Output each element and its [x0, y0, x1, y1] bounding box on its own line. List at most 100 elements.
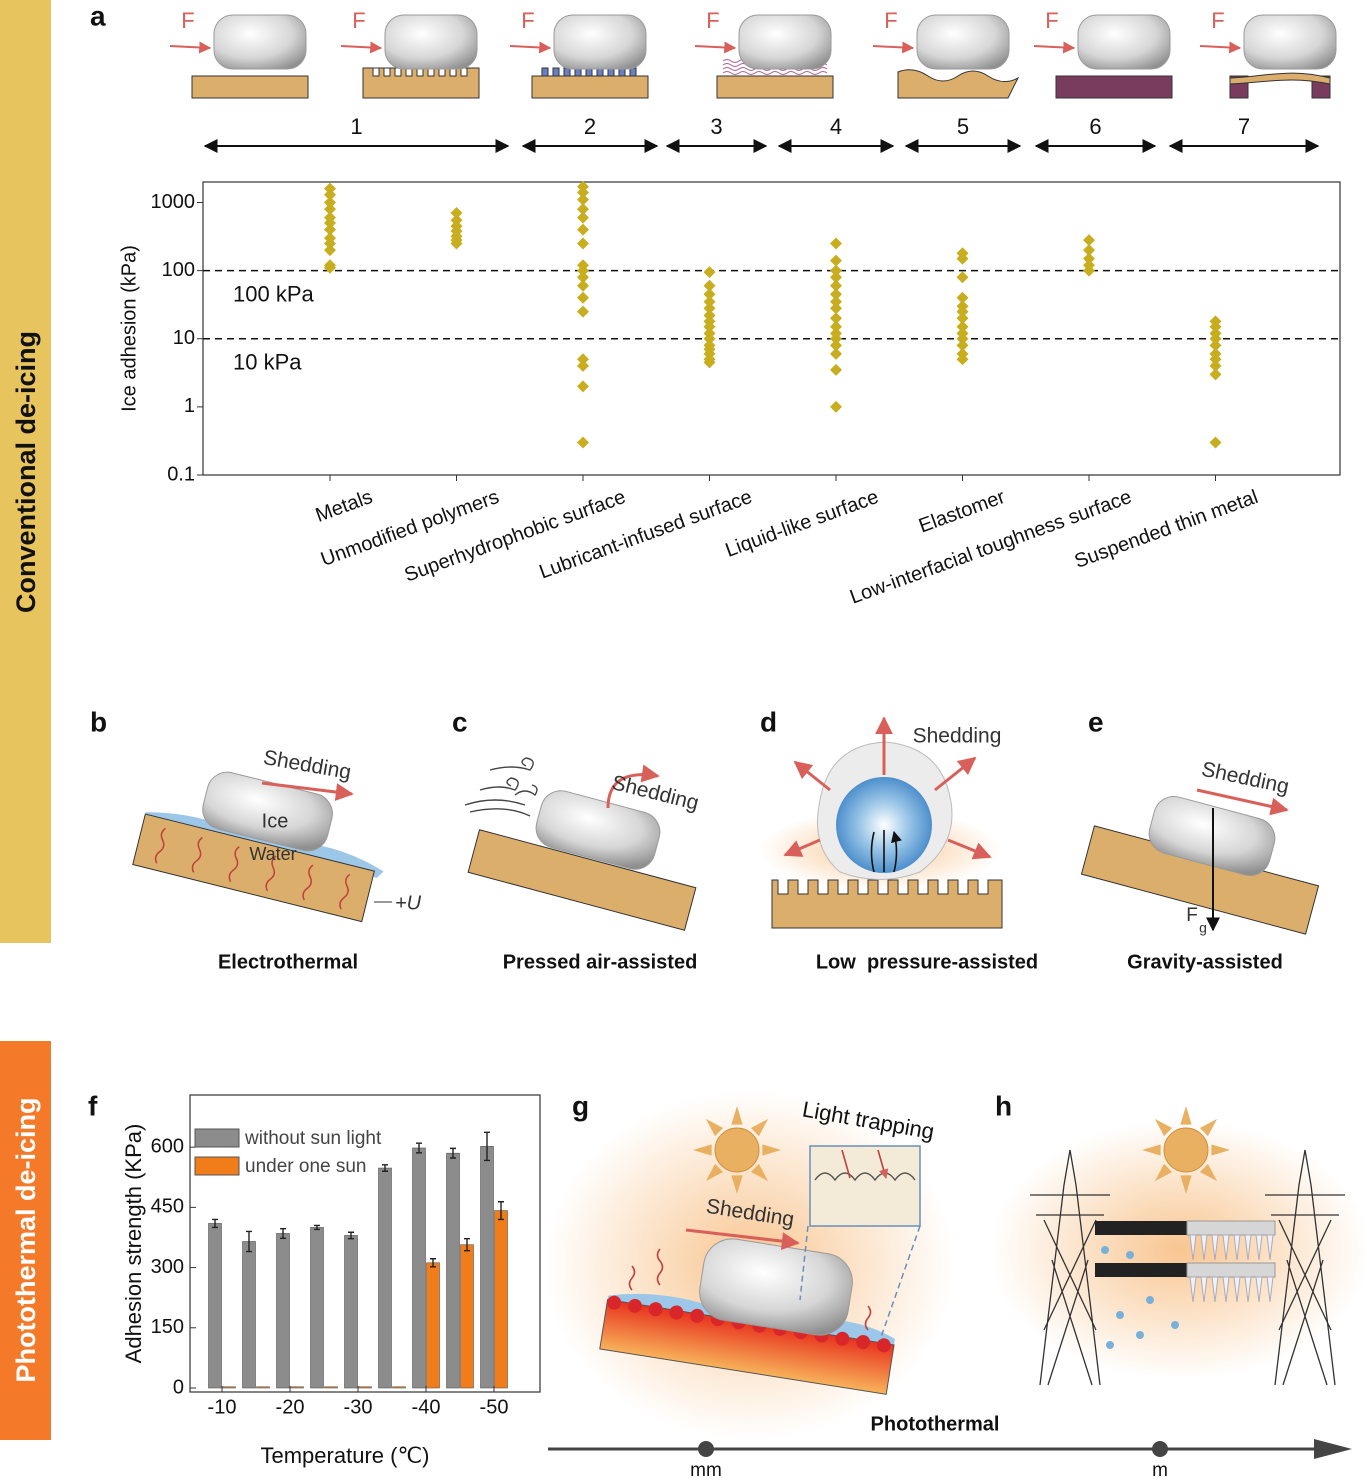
data-point [703, 266, 716, 279]
wind [489, 757, 538, 797]
data-point [1209, 436, 1222, 449]
cable-iced [1186, 1262, 1276, 1278]
texture [563, 67, 571, 77]
substrate [771, 879, 1003, 929]
group-number: 1 [350, 114, 362, 139]
texture [394, 67, 402, 77]
ice-block [213, 14, 307, 70]
y-tick-label: 100 [162, 259, 195, 281]
y-tick-label: 150 [151, 1316, 184, 1338]
texture [383, 67, 391, 77]
data-point [324, 182, 336, 195]
light-absorber [835, 1331, 850, 1346]
data-point [830, 271, 842, 284]
x-tick-label: -50 [480, 1396, 509, 1418]
data-point [956, 312, 969, 325]
data-point [830, 332, 842, 345]
error-bar [484, 1131, 490, 1162]
sun-ray [1142, 1144, 1161, 1156]
force-arrow [694, 41, 737, 54]
data-point [956, 252, 969, 265]
data-point [830, 254, 842, 267]
x-tick-label: -30 [344, 1396, 373, 1418]
sun-ray [693, 1144, 712, 1156]
force-label: F [521, 8, 534, 33]
reference-label: 10 kPa [233, 350, 302, 375]
data-point [956, 291, 969, 304]
scale-title: Photothermal [871, 1413, 1000, 1435]
data-point [450, 207, 463, 220]
sun-ray [1180, 1106, 1192, 1125]
inset-guide [799, 1225, 921, 1341]
light-absorber [876, 1338, 891, 1353]
y-tick-label: 0 [173, 1376, 184, 1398]
side-label: Photothermal de-icing [11, 1097, 41, 1382]
sun-ray [705, 1118, 724, 1137]
group-number: 2 [584, 114, 596, 139]
substrate [897, 69, 1020, 99]
data-point [830, 264, 842, 277]
icicle [1189, 1234, 1197, 1261]
group-number: 5 [957, 114, 969, 139]
data-point [577, 305, 589, 318]
panel-label: d [760, 706, 777, 737]
force-arrow [340, 41, 383, 54]
sun-ray [762, 1144, 781, 1156]
ice-block [738, 14, 832, 70]
data-point [577, 203, 589, 216]
x-tick-label: -20 [276, 1396, 305, 1418]
ice-block [535, 790, 661, 870]
scale-arrowhead [1314, 1439, 1352, 1459]
data-point [703, 279, 716, 292]
sun-ray [750, 1118, 769, 1137]
ice-block [384, 14, 478, 70]
force-arrow [1199, 41, 1242, 54]
y-tick-label: 600 [151, 1135, 184, 1157]
panel-label: a [90, 0, 106, 31]
heat-wave [339, 873, 351, 910]
sun-ray [705, 1163, 724, 1182]
icicle [1255, 1234, 1263, 1261]
substrate [531, 75, 649, 99]
data-point [703, 295, 716, 308]
sun-ray [1154, 1163, 1173, 1182]
bar [446, 1152, 460, 1389]
data-point [324, 261, 336, 274]
force-label: F [1186, 905, 1198, 926]
y-axis-label: Ice adhesion (kPa) [118, 245, 140, 412]
force-subscript: g [1199, 920, 1207, 936]
force-arrow [169, 41, 212, 54]
sun-ray [731, 1175, 743, 1194]
droplet [1146, 1296, 1154, 1304]
icicle [1266, 1276, 1274, 1303]
sun-ray [1199, 1118, 1218, 1137]
sun-ray [1211, 1144, 1230, 1156]
x-tick-label: -10 [208, 1396, 237, 1418]
shedding-arrow [934, 756, 977, 792]
caption: Pressed air-assisted [503, 951, 698, 973]
data-point [1209, 368, 1222, 381]
heat-wave [154, 827, 166, 864]
data-point [577, 279, 589, 292]
light-absorber [648, 1302, 663, 1317]
side-label: Conventional de-icing [11, 331, 41, 613]
force-label: F [181, 8, 194, 33]
sun [1163, 1127, 1209, 1173]
inset-texture [814, 1172, 916, 1182]
data-point [1209, 332, 1222, 345]
data-point [703, 320, 716, 333]
group-number: 3 [710, 114, 722, 139]
data-point [577, 380, 589, 393]
legend-swatch [194, 1128, 240, 1148]
x-tick-label: Superhydrophobic surface [402, 486, 629, 587]
data-point [577, 211, 589, 224]
ice-block [553, 14, 647, 70]
error-bar [498, 1201, 504, 1221]
group-number: 4 [830, 114, 842, 139]
data-point [577, 264, 589, 277]
bar [290, 1386, 304, 1389]
sun [714, 1127, 760, 1173]
shedding-arrow [606, 764, 660, 809]
data-point [956, 271, 969, 284]
